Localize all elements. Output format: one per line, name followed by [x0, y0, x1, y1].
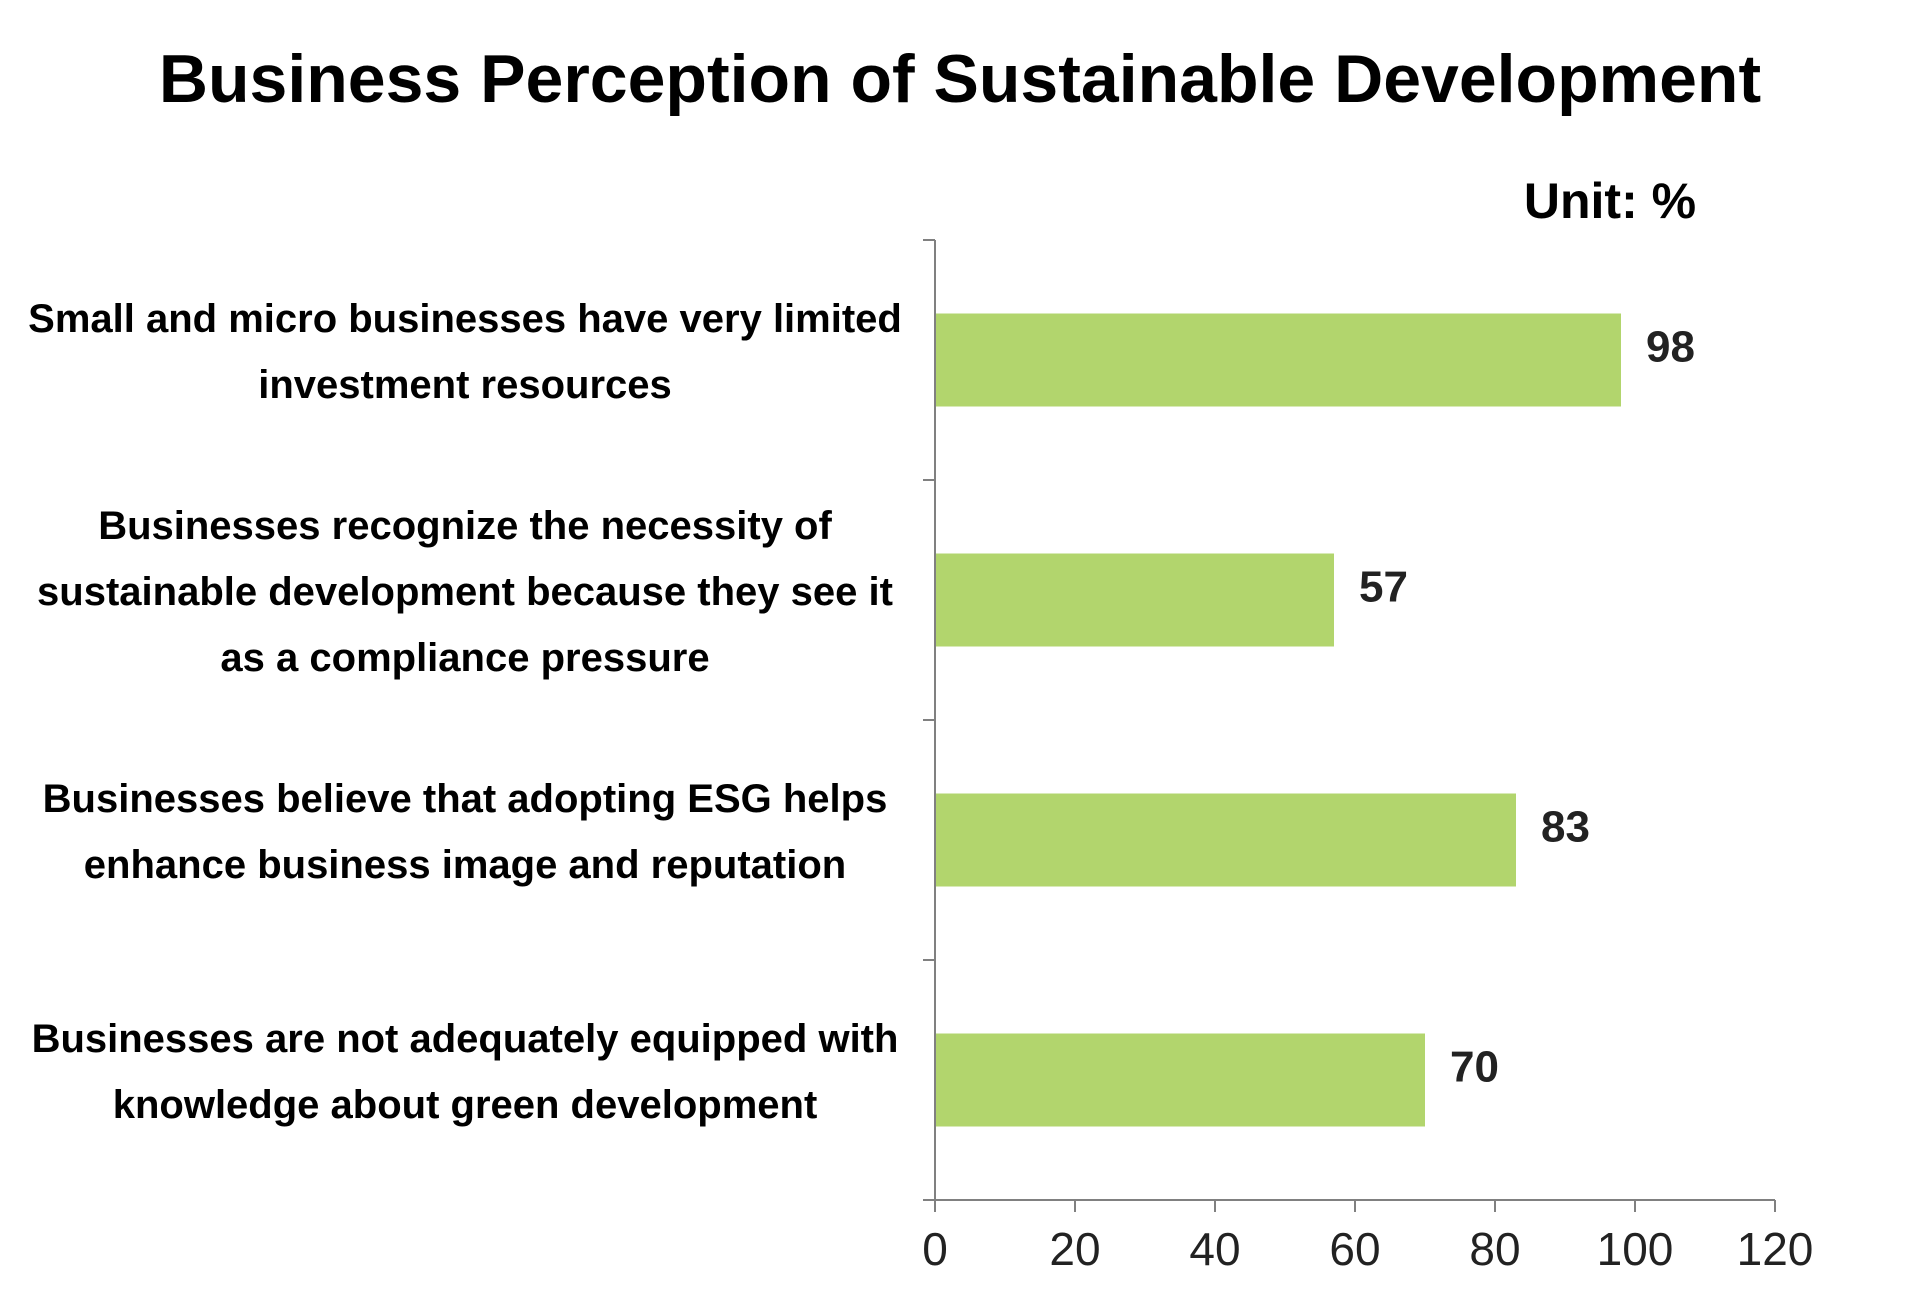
- bar-3: [935, 793, 1516, 887]
- data-label-3: 83: [1541, 803, 1590, 852]
- data-label-1: 98: [1646, 323, 1695, 372]
- category-label-2: Businesses recognize the necessity of su…: [37, 504, 893, 680]
- category-label-3: Businesses believe that adopting ESG hel…: [42, 777, 888, 887]
- category-label-1: Small and micro businesses have very lim…: [28, 297, 902, 407]
- chart-title: Business Perception of Sustainable Devel…: [158, 41, 1762, 117]
- x-tick-label-100: 100: [1597, 1223, 1674, 1275]
- x-tick-label-120: 120: [1737, 1223, 1814, 1275]
- data-label-2: 57: [1359, 563, 1408, 612]
- unit-label: Unit: %: [1523, 173, 1697, 229]
- x-tick-label-80: 80: [1469, 1223, 1520, 1275]
- bar-4: [935, 1033, 1425, 1127]
- x-tick-label-20: 20: [1049, 1223, 1100, 1275]
- x-tick-label-40: 40: [1189, 1223, 1240, 1275]
- x-tick-label-60: 60: [1329, 1223, 1380, 1275]
- x-tick-label-0: 0: [922, 1223, 948, 1275]
- bar-2: [935, 553, 1334, 647]
- bar-1: [935, 313, 1621, 407]
- category-label-4: Businesses are not adequately equipped w…: [31, 1017, 899, 1127]
- data-label-4: 70: [1450, 1043, 1499, 1092]
